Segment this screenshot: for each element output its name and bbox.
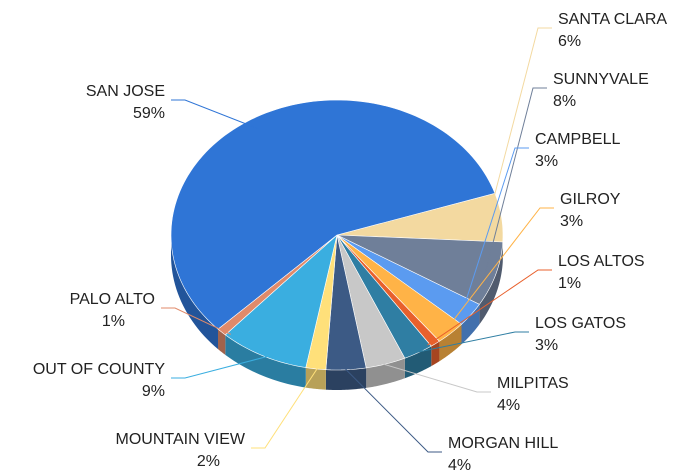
leader-line bbox=[171, 99, 259, 130]
slice-side bbox=[305, 367, 326, 390]
pie-sides bbox=[171, 235, 503, 390]
slice-label: OUT OF COUNTY bbox=[33, 361, 165, 378]
slice-label: LOS ALTOS bbox=[558, 253, 645, 270]
slice-value-label: 8% bbox=[553, 93, 576, 110]
slice bbox=[336, 234, 480, 325]
slice-side bbox=[461, 304, 480, 345]
slice-side bbox=[431, 341, 440, 367]
leader-line bbox=[441, 207, 554, 336]
slice-value-label: 4% bbox=[448, 457, 471, 471]
slice-side bbox=[225, 334, 306, 388]
leader-line bbox=[459, 147, 529, 319]
leader-line bbox=[161, 307, 232, 335]
leader-line bbox=[482, 87, 547, 282]
slice-label: SANTA CLARA bbox=[558, 11, 667, 28]
slice-label: MORGAN HILL bbox=[448, 435, 558, 452]
slice-side bbox=[325, 367, 367, 390]
slice bbox=[336, 234, 432, 359]
slice bbox=[336, 192, 504, 243]
pie-tops bbox=[170, 99, 504, 371]
slice-value-label: 6% bbox=[558, 33, 581, 50]
slice bbox=[336, 234, 504, 305]
slice-side bbox=[218, 329, 226, 355]
slice-label: PALO ALTO bbox=[70, 291, 155, 308]
slice-side bbox=[404, 346, 432, 379]
slice-label: CAMPBELL bbox=[535, 131, 620, 148]
slice-value-label: 3% bbox=[535, 153, 558, 170]
leader-line bbox=[345, 368, 442, 453]
slice-label: GILROY bbox=[560, 191, 621, 208]
leader-line bbox=[171, 355, 269, 379]
slice-label: LOS GATOS bbox=[535, 315, 626, 332]
slice-label: SAN JOSE bbox=[86, 83, 165, 100]
slice-label: SUNNYVALE bbox=[553, 71, 649, 88]
leader-line bbox=[381, 363, 491, 393]
slice-value-label: 2% bbox=[197, 453, 220, 470]
slice-side bbox=[366, 358, 405, 388]
slice-value-label: 1% bbox=[558, 275, 581, 292]
slice-value-label: 9% bbox=[142, 383, 165, 400]
slice-value-label: 3% bbox=[560, 213, 583, 230]
slice bbox=[170, 99, 496, 330]
slice-value-label: 3% bbox=[535, 337, 558, 354]
leader-line bbox=[411, 331, 529, 354]
leader-line bbox=[251, 367, 318, 449]
slice bbox=[336, 234, 406, 369]
slice-side bbox=[171, 235, 219, 350]
slice-side bbox=[479, 241, 503, 325]
slice-value-label: 4% bbox=[497, 397, 520, 414]
leader-line bbox=[427, 269, 552, 346]
slice bbox=[336, 234, 462, 342]
slice-label: MOUNTAIN VIEW bbox=[116, 431, 246, 448]
slice-label: MILPITAS bbox=[497, 375, 569, 392]
slice-side bbox=[439, 324, 462, 362]
leader-line bbox=[487, 27, 552, 219]
slice bbox=[224, 234, 338, 368]
slice-value-label: 1% bbox=[102, 313, 125, 330]
slice-value-label: 59% bbox=[133, 105, 165, 122]
